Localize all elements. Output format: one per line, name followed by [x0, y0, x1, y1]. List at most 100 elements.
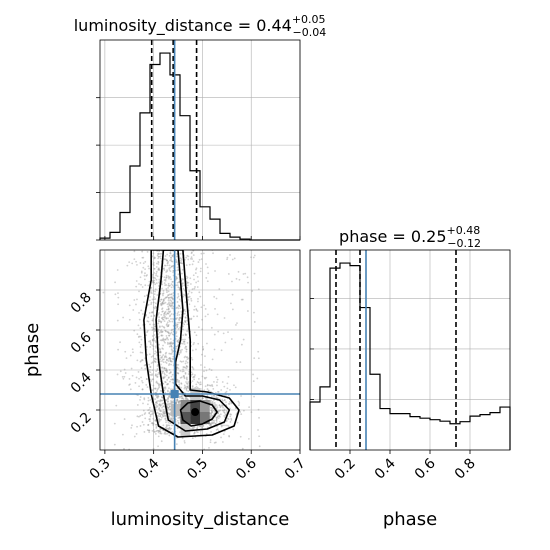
scatter-point — [157, 320, 160, 323]
scatter-point — [143, 274, 146, 277]
scatter-point — [178, 379, 181, 382]
scatter-point — [168, 426, 171, 429]
scatter-point — [171, 424, 173, 427]
scatter-point — [175, 318, 178, 320]
scatter-point — [164, 264, 167, 267]
scatter-point — [185, 275, 188, 278]
scatter-point — [220, 425, 223, 428]
phase-bin-2 — [330, 268, 340, 450]
scatter-point — [229, 415, 232, 418]
scatter-point — [175, 275, 178, 278]
scatter-point — [175, 332, 177, 335]
scatter-point — [170, 344, 173, 347]
scatter-point — [171, 430, 174, 433]
scatter-point — [116, 319, 119, 322]
scatter-point — [119, 341, 121, 344]
scatter-point — [158, 331, 161, 334]
scatter-point — [165, 271, 168, 273]
scatter-point — [171, 297, 174, 300]
scatter-point — [152, 348, 155, 350]
scatter-point — [161, 396, 164, 399]
scatter-point — [161, 399, 164, 402]
scatter-point — [252, 256, 255, 259]
scatter-point — [153, 272, 155, 274]
scatter-point — [168, 264, 171, 267]
scatter-point — [198, 258, 201, 261]
scatter-point — [147, 265, 150, 268]
scatter-point — [250, 256, 252, 259]
scatter-point — [162, 292, 165, 295]
scatter-point — [214, 441, 217, 444]
scatter-point — [148, 267, 150, 270]
scatter-point — [154, 387, 157, 390]
scatter-point — [194, 272, 197, 274]
scatter-point — [159, 320, 162, 323]
scatter-point — [191, 366, 194, 369]
scatter-point — [162, 376, 165, 379]
luminosity-distance-bin-13 — [230, 237, 240, 240]
scatter-point — [160, 298, 162, 301]
scatter-point — [200, 306, 203, 309]
scatter-point — [154, 341, 157, 343]
scatter-point — [158, 278, 161, 281]
scatter-point — [185, 360, 187, 363]
scatter-point — [217, 410, 220, 413]
scatter-point — [139, 335, 142, 338]
scatter-ytick-label-2: 0.6 — [68, 329, 95, 356]
scatter-point — [138, 290, 140, 293]
scatter-point — [229, 421, 232, 423]
phase-histogram-panel: 0.2 0.4 0.6 0.8 — [309, 249, 511, 483]
scatter-point — [157, 445, 159, 448]
scatter-point — [179, 261, 182, 264]
scatter-point — [200, 258, 203, 261]
scatter-point — [165, 258, 168, 261]
scatter-point — [199, 388, 202, 390]
scatter-point — [213, 409, 215, 412]
phase-bin-10 — [410, 417, 420, 450]
scatter-point — [150, 355, 153, 358]
scatter-point — [162, 382, 165, 385]
scatter-point — [220, 436, 222, 439]
scatter-point — [142, 256, 145, 259]
scatter-point — [128, 261, 131, 264]
scatter-point — [218, 288, 221, 290]
scatter-point — [186, 276, 189, 279]
density-block-6 — [170, 404, 181, 416]
scatter-point — [169, 358, 172, 361]
scatter-point — [154, 398, 157, 401]
scatter-point — [257, 408, 260, 411]
scatter-point — [156, 294, 159, 296]
scatter-point — [177, 339, 180, 341]
scatter-point — [138, 335, 141, 338]
scatter-point — [165, 276, 168, 279]
scatter-point — [159, 399, 162, 401]
density-block-8 — [180, 424, 191, 436]
scatter-point — [132, 309, 135, 311]
scatter-point — [157, 371, 160, 374]
density-block-1 — [190, 412, 200, 424]
scatter-point — [162, 405, 165, 408]
density-block-5 — [200, 400, 210, 412]
scatter-point — [133, 435, 136, 438]
scatter-point — [175, 258, 177, 261]
scatter-point — [178, 353, 180, 356]
scatter-point — [165, 324, 168, 326]
scatter-point — [169, 371, 172, 374]
scatter-point — [190, 251, 193, 254]
scatter-point — [187, 386, 189, 389]
scatter-point — [166, 296, 169, 298]
scatter-point — [162, 298, 165, 301]
scatter-point — [170, 256, 172, 259]
scatter-point — [151, 329, 154, 332]
scatter-point — [166, 312, 169, 315]
scatter-point — [172, 419, 174, 421]
scatter-point — [240, 343, 243, 346]
scatter-point — [163, 269, 166, 271]
scatter-point — [197, 261, 200, 263]
scatter-point — [170, 388, 172, 391]
scatter-point — [170, 331, 173, 334]
scatter-point — [170, 401, 173, 404]
scatter-point — [213, 394, 216, 397]
scatter-point — [154, 277, 157, 280]
scatter-point — [169, 359, 172, 362]
